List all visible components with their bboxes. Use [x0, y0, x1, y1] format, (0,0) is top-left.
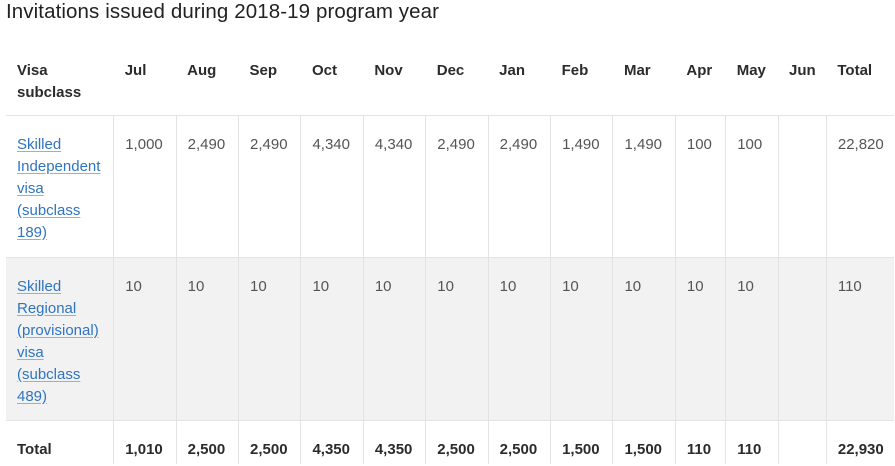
- row-total-cell: 22,820: [825, 115, 894, 258]
- grand-total-cell: 22,930: [825, 420, 894, 464]
- visa-cell: Skilled Independent visa (subclass 189): [6, 115, 114, 258]
- total-row: Total 1,010 2,500 2,500 4,350 4,350 2,50…: [6, 420, 894, 464]
- header-jul: Jul: [113, 48, 177, 116]
- header-visa-subclass: Visa subclass: [6, 48, 114, 116]
- table-cell: 10: [300, 257, 364, 421]
- table-cell: 10: [550, 257, 613, 421]
- visa-link-subclass-489[interactable]: Skilled Regional (provisional) visa (sub…: [17, 277, 99, 405]
- total-cell: 2,500: [487, 420, 551, 464]
- header-jan: Jan: [488, 48, 551, 116]
- total-cell: 4,350: [300, 420, 364, 464]
- table-cell: [777, 257, 827, 421]
- header-apr: Apr: [675, 48, 726, 116]
- table-cell: 4,340: [362, 115, 426, 258]
- total-label: Total: [17, 440, 52, 458]
- total-cell: 110: [725, 420, 779, 464]
- table-cell: 1,490: [550, 115, 613, 258]
- table-cell: 4,340: [300, 115, 364, 258]
- header-may: May: [725, 48, 779, 116]
- table-cell: [777, 115, 827, 258]
- total-cell: 1,010: [113, 420, 177, 464]
- table-cell: 10: [674, 257, 726, 421]
- header-total: Total: [826, 48, 894, 116]
- header-oct: Oct: [300, 48, 364, 116]
- table-cell: 10: [725, 257, 779, 421]
- table-cell: 10: [612, 257, 676, 421]
- total-cell: 2,500: [425, 420, 489, 464]
- row-total-cell: 110: [825, 257, 894, 421]
- table-header-row: Visa subclass Jul Aug Sep Oct Nov Dec Ja…: [6, 48, 894, 116]
- header-sep: Sep: [238, 48, 301, 116]
- total-cell: 1,500: [612, 420, 676, 464]
- header-aug: Aug: [176, 48, 239, 116]
- visa-link-subclass-189[interactable]: Skilled Independent visa (subclass 189): [17, 135, 101, 241]
- table-cell: 2,490: [425, 115, 489, 258]
- table-cell: 10: [487, 257, 551, 421]
- header-dec: Dec: [425, 48, 489, 116]
- table-row: Skilled Independent visa (subclass 189) …: [6, 115, 894, 258]
- page-title: Invitations issued during 2018-19 progra…: [6, 0, 440, 23]
- table-cell: 10: [425, 257, 489, 421]
- total-cell: 4,350: [362, 420, 426, 464]
- visa-cell: Skilled Regional (provisional) visa (sub…: [6, 257, 114, 421]
- header-mar: Mar: [612, 48, 676, 116]
- table-cell: 100: [725, 115, 779, 258]
- table-cell: 10: [238, 257, 301, 421]
- table-cell: 100: [674, 115, 726, 258]
- invitations-table: Visa subclass Jul Aug Sep Oct Nov Dec Ja…: [6, 48, 894, 464]
- total-cell: 110: [674, 420, 726, 464]
- total-cell: 2,500: [238, 420, 301, 464]
- header-feb: Feb: [550, 48, 613, 116]
- header-nov: Nov: [363, 48, 426, 116]
- table-cell: 10: [113, 257, 177, 421]
- table-cell: 1,000: [113, 115, 177, 258]
- table-cell: 10: [175, 257, 239, 421]
- table-cell: 1,490: [612, 115, 676, 258]
- total-cell: 1,500: [550, 420, 613, 464]
- table-cell: 2,490: [238, 115, 301, 258]
- total-cell: 2,500: [175, 420, 239, 464]
- header-jun: Jun: [778, 48, 827, 116]
- table-cell: 2,490: [487, 115, 551, 258]
- table-row: Skilled Regional (provisional) visa (sub…: [6, 257, 894, 421]
- table-cell: 2,490: [175, 115, 239, 258]
- table-cell: 10: [362, 257, 426, 421]
- total-cell: [777, 420, 827, 464]
